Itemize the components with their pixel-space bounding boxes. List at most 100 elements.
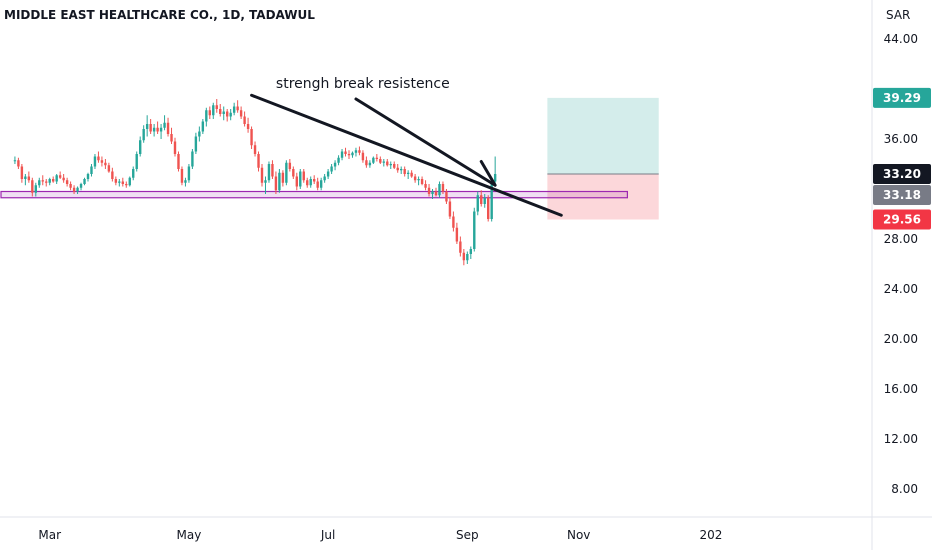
chart-title: MIDDLE EAST HEALTHCARE CO., 1D, TADAWUL	[4, 8, 315, 22]
candle-body	[90, 166, 93, 174]
candle	[372, 156, 375, 164]
candle	[274, 171, 278, 194]
candle	[27, 171, 31, 183]
candle	[257, 151, 260, 172]
candle-body	[278, 172, 281, 191]
candle-body	[222, 111, 225, 114]
candle	[114, 176, 118, 186]
price-tag-bg	[873, 185, 931, 205]
candle	[368, 160, 372, 168]
candle-body	[212, 105, 215, 116]
candle-body	[166, 122, 170, 134]
candle-body	[69, 184, 72, 188]
candle-body	[344, 151, 347, 154]
candle	[45, 179, 48, 187]
candle-body	[173, 141, 177, 154]
candle-body	[386, 161, 389, 166]
zones-layer	[0, 97, 659, 220]
candle	[445, 189, 448, 204]
candle	[400, 166, 403, 174]
price-tag-bg	[873, 164, 931, 184]
candle	[302, 169, 305, 183]
candle	[288, 159, 292, 172]
candle	[455, 222, 459, 244]
candle	[79, 182, 83, 191]
price-tag-label: 39.29	[883, 91, 921, 105]
price-tag-label: 29.56	[883, 213, 921, 227]
candle-body	[34, 185, 37, 193]
candle-body	[257, 154, 260, 168]
candle-body	[459, 241, 462, 253]
candle	[413, 174, 417, 183]
candle	[393, 161, 396, 169]
candle-body	[365, 160, 368, 166]
candle	[386, 159, 389, 167]
candle-body	[100, 160, 104, 163]
candle	[58, 171, 62, 179]
candle-body	[20, 166, 24, 179]
candle	[135, 151, 138, 172]
candle-body	[125, 184, 128, 186]
candle	[264, 176, 267, 194]
candle-body	[413, 176, 417, 181]
candle	[396, 164, 399, 173]
candle	[420, 176, 424, 186]
candle-body	[480, 195, 483, 204]
candle	[295, 172, 298, 191]
candle-body	[417, 179, 420, 181]
candle	[72, 185, 76, 194]
candle	[31, 177, 34, 197]
candle-body	[55, 175, 58, 182]
candle-body	[13, 160, 17, 162]
candle-body	[114, 179, 118, 183]
candle-body	[86, 174, 90, 179]
candle-body	[236, 106, 239, 111]
candle-body	[427, 187, 431, 194]
candle	[76, 186, 79, 194]
candle	[187, 164, 191, 183]
candle	[111, 167, 114, 182]
candle-body	[434, 191, 438, 196]
candle-body	[295, 176, 298, 187]
candle	[462, 249, 466, 266]
candle	[473, 207, 476, 252]
candle-body	[337, 157, 340, 163]
breakout-arrow	[354, 97, 497, 187]
candle-body	[65, 180, 69, 184]
candle-body	[83, 179, 86, 184]
candle-body	[17, 160, 20, 167]
candle	[427, 184, 431, 197]
candle-body	[299, 171, 302, 187]
candle	[24, 174, 27, 186]
candle-body	[483, 197, 486, 204]
candle-body	[326, 171, 330, 177]
candle	[107, 162, 111, 173]
candle-body	[149, 124, 152, 132]
candle	[389, 161, 392, 169]
candle-body	[281, 172, 285, 183]
candle-body	[306, 180, 309, 186]
candle	[490, 179, 493, 222]
candle	[177, 151, 180, 172]
candle	[198, 126, 201, 142]
candle-body	[476, 195, 479, 212]
y-tick-label: 16.00	[884, 382, 918, 396]
currency-label: SAR	[886, 8, 911, 22]
candle	[184, 177, 187, 187]
candle-body	[292, 169, 295, 177]
candle-body	[163, 122, 166, 128]
candle-body	[438, 184, 441, 196]
candle	[260, 164, 264, 187]
price-tag-bg	[873, 209, 931, 230]
candle-body	[62, 177, 65, 181]
candle	[219, 104, 222, 117]
y-tick-label: 8.00	[891, 482, 918, 496]
candle	[180, 166, 184, 186]
candle-body	[118, 181, 121, 183]
price-tag-label: 33.20	[883, 167, 921, 181]
candle	[306, 177, 309, 188]
candle-body	[372, 157, 375, 163]
candle	[52, 176, 55, 183]
candle-body	[145, 124, 149, 129]
